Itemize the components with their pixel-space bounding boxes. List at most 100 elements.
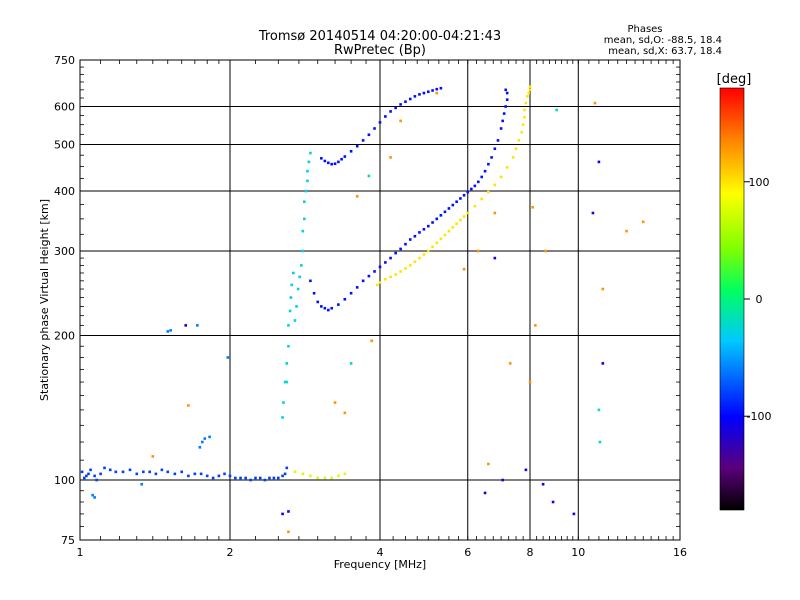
data-point: [435, 87, 439, 91]
data-point: [288, 309, 292, 313]
data-point: [203, 437, 207, 440]
data-point: [483, 169, 487, 173]
data-point: [361, 139, 365, 142]
colorbar-tick-label: 100: [749, 176, 770, 189]
data-point: [323, 306, 327, 310]
data-point: [234, 476, 237, 480]
data-point: [534, 324, 537, 327]
data-point: [292, 271, 295, 275]
data-point: [521, 123, 525, 126]
data-point: [93, 474, 96, 478]
data-point: [597, 408, 601, 412]
data-point: [555, 108, 558, 112]
data-point: [330, 162, 334, 166]
data-point: [87, 472, 90, 476]
data-point: [601, 362, 605, 365]
x-tick-label: 16: [673, 546, 687, 559]
data-point: [208, 435, 211, 439]
data-point: [641, 220, 645, 224]
data-point: [487, 462, 490, 466]
data-point: [435, 241, 439, 245]
data-point: [511, 156, 515, 159]
data-point: [408, 264, 412, 267]
data-point: [103, 466, 106, 470]
data-point: [422, 91, 426, 95]
data-point: [544, 249, 547, 253]
data-point: [422, 227, 426, 231]
data-point: [528, 380, 532, 384]
data-point: [524, 101, 528, 105]
data-point: [593, 101, 597, 105]
data-point: [323, 159, 327, 163]
data-point: [320, 157, 323, 160]
data-point: [309, 474, 312, 478]
data-point: [493, 147, 497, 151]
data-point: [505, 91, 509, 95]
data-point: [148, 470, 152, 474]
data-point: [340, 157, 343, 161]
data-point: [378, 281, 382, 284]
data-point: [408, 238, 412, 241]
data-point: [487, 190, 490, 194]
data-point: [399, 103, 402, 106]
data-point: [249, 478, 252, 482]
data-point: [285, 466, 289, 470]
data-point: [505, 166, 509, 169]
data-point: [367, 274, 371, 278]
data-point: [361, 279, 365, 283]
data-point: [293, 319, 297, 322]
plot-area: 1 2 4 6 8 10 16 75 100 200 300 400 500 600 750: [54, 54, 687, 559]
data-points: [80, 85, 645, 534]
data-point: [601, 287, 605, 291]
data-point: [323, 476, 327, 480]
data-point: [528, 88, 532, 92]
data-point: [499, 127, 503, 130]
data-point: [343, 155, 347, 158]
data-point: [303, 217, 306, 221]
data-point: [282, 401, 285, 404]
data-point: [290, 283, 294, 287]
data-point: [298, 275, 302, 279]
data-point: [355, 195, 359, 198]
data-point: [524, 468, 528, 472]
data-point: [301, 249, 305, 253]
data-point: [431, 221, 434, 224]
colorbar-unit: [deg]: [717, 72, 752, 87]
data-point: [337, 474, 340, 478]
data-point: [426, 90, 430, 94]
data-point: [455, 200, 458, 204]
data-point: [343, 297, 347, 301]
data-point: [493, 211, 497, 215]
data-point: [160, 468, 164, 472]
data-point: [514, 147, 518, 151]
data-point: [435, 91, 439, 95]
data-point: [439, 237, 443, 241]
data-point: [384, 261, 387, 264]
data-point: [499, 175, 503, 179]
data-point: [373, 270, 376, 273]
data-point: [276, 476, 280, 480]
data-point: [496, 139, 500, 142]
data-point: [426, 249, 430, 253]
data-point: [426, 224, 430, 228]
data-point: [394, 106, 397, 110]
data-point: [80, 470, 84, 474]
data-point: [447, 229, 451, 233]
data-point: [459, 218, 462, 222]
data-point: [439, 214, 443, 217]
x-axis-label: Frequency [MHz]: [334, 558, 426, 571]
data-point: [443, 210, 447, 214]
data-point: [91, 493, 94, 497]
data-point: [349, 291, 353, 295]
data-point: [301, 229, 305, 233]
data-point: [389, 156, 392, 159]
data-point: [493, 256, 497, 260]
data-point: [166, 470, 170, 474]
data-point: [483, 491, 487, 495]
data-point: [505, 98, 509, 101]
data-point: [394, 273, 397, 276]
data-point: [193, 472, 197, 476]
data-point: [504, 88, 507, 92]
data-point: [244, 476, 247, 480]
chart-subtitle: RwPretec (Bp): [334, 43, 426, 58]
